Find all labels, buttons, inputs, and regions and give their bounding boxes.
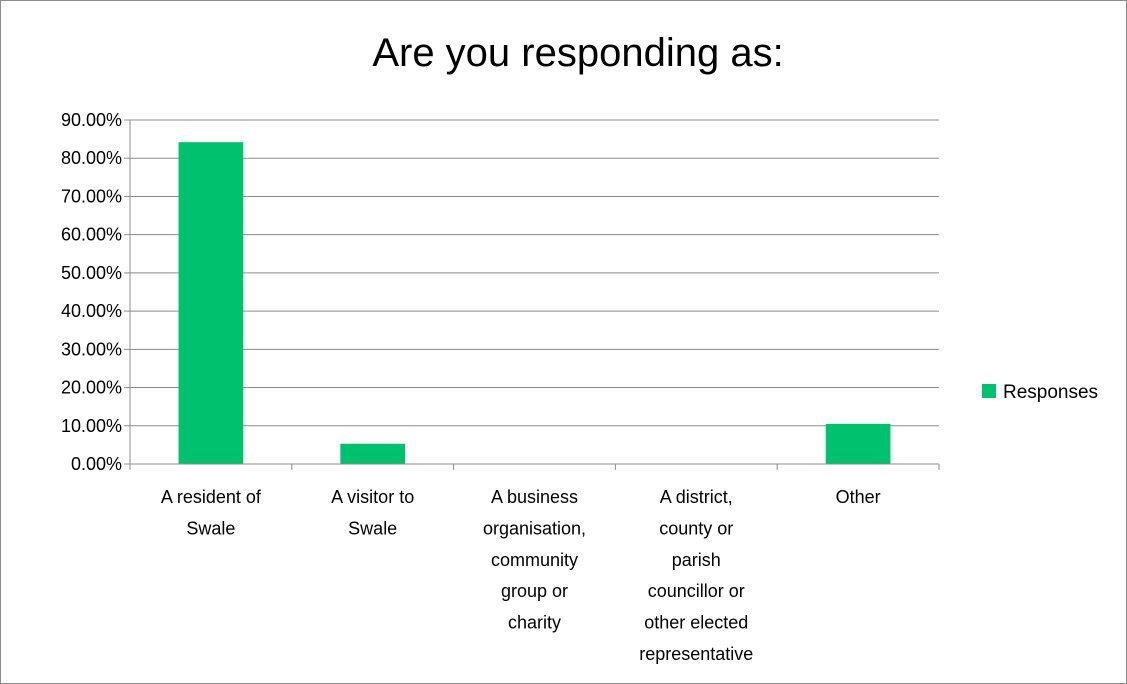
- y-tick-label: 80.00%: [61, 148, 122, 168]
- x-category-label: A district, county or parish councillor or o…: [639, 487, 753, 664]
- y-tick-label: 0.00%: [71, 454, 122, 474]
- y-tick-label: 50.00%: [61, 263, 122, 283]
- bars: [178, 142, 891, 464]
- chart-title: Are you responding as:: [372, 31, 783, 75]
- y-tick-label: 60.00%: [61, 225, 122, 245]
- y-tick-label: 40.00%: [61, 301, 122, 321]
- y-tick-label: 30.00%: [61, 339, 122, 359]
- x-axis-category-labels: A resident of Swale A visitor to Swale A bus…: [161, 487, 881, 664]
- x-category-label: A visitor to Swale: [331, 487, 414, 538]
- x-category-label: Other: [836, 487, 881, 507]
- x-category-label: A business organisation, community group or…: [483, 487, 586, 633]
- legend-swatch: [982, 384, 996, 398]
- bar: [340, 443, 406, 464]
- y-tick-label: 20.00%: [61, 378, 122, 398]
- y-tick-label: 10.00%: [61, 416, 122, 436]
- legend: Responses: [982, 382, 1098, 403]
- bar: [178, 142, 244, 464]
- legend-label: Responses: [1003, 382, 1098, 403]
- y-tick-label: 70.00%: [61, 186, 122, 206]
- y-axis-tick-labels: 0.00% 10.00% 20.00% 30.00% 40.00% 50.00% 60.00…: [61, 110, 122, 474]
- gridlines: [130, 119, 939, 427]
- y-tick-label: 90.00%: [61, 110, 122, 130]
- axes: [124, 119, 940, 470]
- bar: [825, 423, 891, 464]
- x-category-label: A resident of Swale: [161, 487, 262, 538]
